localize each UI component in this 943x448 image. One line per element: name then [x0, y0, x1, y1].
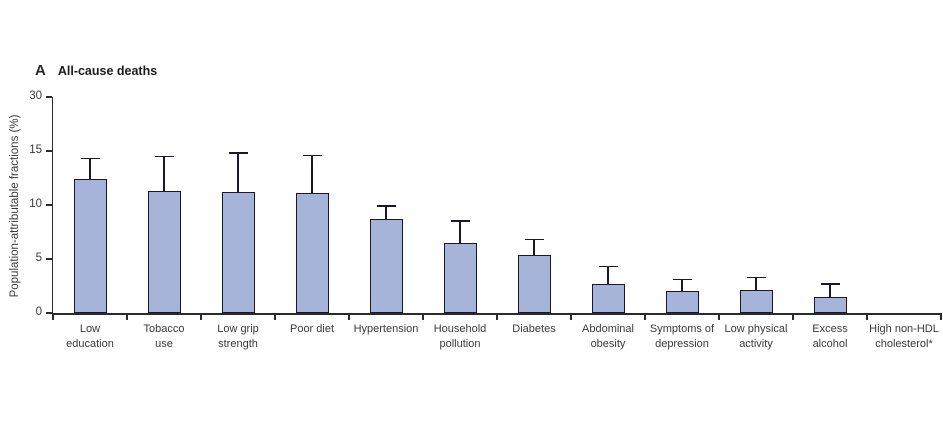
category-label-line: activity: [739, 338, 773, 350]
error-bar-cap: [302, 154, 322, 157]
bar: [739, 290, 773, 313]
y-axis-tick: [45, 96, 52, 98]
category-label: Low physical activity: [708, 322, 804, 352]
y-axis-tick: [45, 312, 52, 314]
error-bar-line: [163, 156, 165, 191]
bar: [369, 219, 403, 313]
category-label: Household pollution: [412, 322, 508, 352]
x-axis-tick: [866, 314, 868, 320]
y-axis-tick: [45, 150, 52, 152]
panel-letter: A: [35, 62, 46, 79]
error-bar-cap: [450, 220, 470, 222]
category-label-line: Low grip: [217, 323, 259, 335]
error-bar-line: [829, 283, 831, 297]
error-bar-cap: [672, 278, 692, 281]
y-axis-tick-label: 15: [29, 143, 42, 156]
category-label-line: Poor diet: [289, 323, 335, 335]
plot-area: 0 5 10 15 30 Low education Tobacco use Low grip st…: [29, 90, 942, 350]
category-label-line: Symptoms of: [649, 323, 715, 335]
category-label-line: strength: [218, 338, 258, 350]
bar: [517, 254, 551, 313]
category-label-line: Low: [79, 323, 101, 335]
x-axis-tick: [644, 314, 646, 320]
bar: [813, 296, 847, 313]
error-bar-cap: [524, 238, 544, 241]
error-bar-line: [459, 221, 461, 243]
x-axis-line: [51, 313, 942, 315]
y-axis-tick: [45, 258, 52, 260]
error-bar-cap: [746, 276, 766, 279]
x-axis-tick: [940, 314, 942, 320]
category-label-line: Tobacco: [143, 323, 185, 335]
x-axis-tick: [422, 314, 424, 320]
category-label-line: pollution: [439, 338, 481, 350]
category-label-line: cholesterol*: [875, 338, 933, 350]
category-label-line: Abdominal: [582, 323, 634, 335]
bar: [295, 193, 329, 313]
category-label: Hypertension: [338, 322, 434, 337]
panel-title-text: All-cause deaths: [57, 64, 158, 78]
x-axis-tick: [274, 314, 276, 320]
category-label-line: Excess: [812, 323, 848, 335]
category-label: Tobacco use: [116, 322, 212, 352]
error-bar-line: [237, 153, 239, 193]
category-label: Poor diet: [264, 322, 360, 337]
error-bar-cap: [80, 157, 100, 160]
y-axis-tick: [45, 204, 52, 206]
category-label: Low grip strength: [190, 322, 286, 352]
x-axis-tick: [718, 314, 720, 320]
category-label: Diabetes: [486, 322, 582, 337]
category-label: Excess alcohol: [782, 322, 878, 352]
category-label: High non-HDL cholesterol*: [856, 322, 943, 352]
error-bar-line: [311, 155, 313, 194]
category-label-line: High non-HDL: [869, 323, 939, 335]
panel-title: A All-cause deaths: [35, 62, 157, 79]
category-label-line: alcohol: [812, 338, 848, 350]
category-label-line: Low physical: [724, 323, 788, 335]
y-axis-tick-label: 30: [29, 89, 42, 102]
error-bar-line: [681, 279, 683, 292]
x-axis-tick: [126, 314, 128, 320]
error-bar-line: [533, 239, 535, 255]
bar: [73, 179, 107, 313]
bar: [443, 242, 477, 313]
error-bar-line: [385, 206, 387, 220]
error-bar-line: [607, 266, 609, 284]
category-label: Low education: [42, 322, 138, 352]
category-label-line: education: [66, 338, 114, 350]
error-bar-cap: [228, 152, 248, 154]
category-label: Abdominal obesity: [560, 322, 656, 352]
category-label-line: use: [155, 338, 173, 350]
y-axis-line: [51, 96, 53, 315]
y-axis-tick-label: 0: [35, 305, 42, 318]
x-axis-tick: [52, 314, 54, 320]
error-bar-line: [755, 277, 757, 291]
x-axis-tick: [200, 314, 202, 320]
category-label-line: Household: [433, 323, 487, 335]
category-label-line: depression: [655, 338, 709, 350]
category-label-line: Hypertension: [353, 323, 419, 335]
error-bar-cap: [154, 155, 174, 158]
error-bar-cap: [598, 265, 618, 268]
x-axis-tick: [792, 314, 794, 320]
y-axis-tick-label: 10: [29, 197, 42, 210]
y-axis-tick-label: 5: [35, 251, 42, 264]
bar: [221, 192, 255, 313]
x-axis-tick: [570, 314, 572, 320]
bar: [591, 283, 625, 313]
x-axis-tick: [348, 314, 350, 320]
bar: [665, 291, 699, 313]
category-label-line: obesity: [590, 338, 626, 350]
bar: [147, 190, 181, 313]
error-bar-cap: [376, 205, 396, 207]
error-bar-line: [89, 158, 91, 180]
category-label: Symptoms of depression: [634, 322, 730, 352]
x-axis-tick: [496, 314, 498, 320]
category-label-line: Diabetes: [512, 323, 556, 335]
error-bar-cap: [820, 283, 840, 285]
